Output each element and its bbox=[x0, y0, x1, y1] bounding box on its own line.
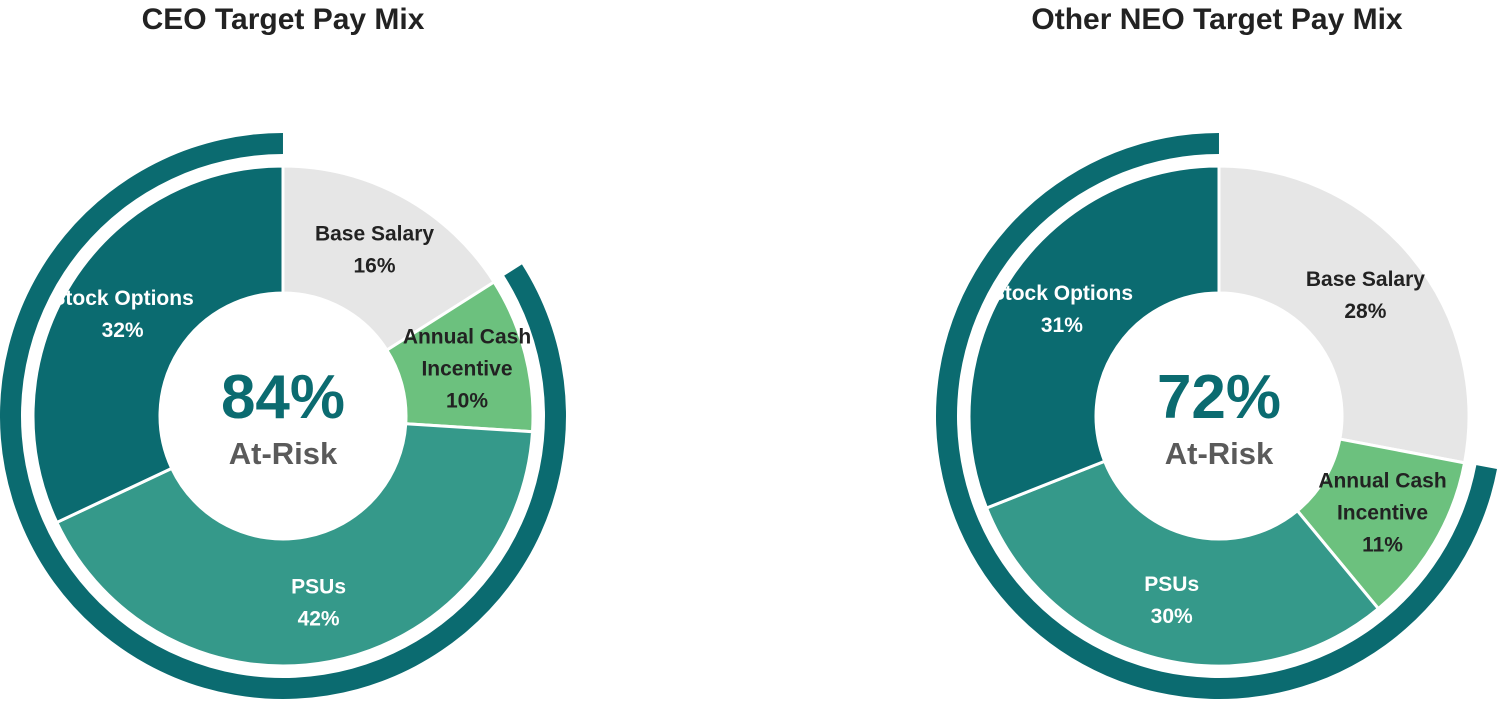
slice-label-base-salary: Base Salary bbox=[1306, 268, 1425, 291]
slice-value-psus: 30% bbox=[1151, 605, 1193, 628]
slice-value-psus: 42% bbox=[298, 608, 340, 631]
slice-stock-options bbox=[967, 164, 1221, 510]
slice-label-annual-cash-incentive: Incentive bbox=[1337, 502, 1428, 525]
slice-base-salary bbox=[281, 164, 497, 353]
slice-value-annual-cash-incentive: 11% bbox=[1362, 534, 1403, 557]
center-at-risk-value: 72% bbox=[1157, 363, 1281, 432]
slice-psus bbox=[54, 422, 535, 668]
slice-value-stock-options: 31% bbox=[1041, 314, 1083, 337]
neo-chart-title: Other NEO Target Pay Mix bbox=[1031, 3, 1403, 36]
slice-value-base-salary: 28% bbox=[1344, 300, 1386, 323]
slice-value-base-salary: 16% bbox=[353, 255, 395, 278]
slice-label-psus: PSUs bbox=[1144, 573, 1199, 596]
neo-pay-mix-donut: Base Salary 28% Annual Cash Incentive 11% PSU… bbox=[936, 133, 1497, 699]
slice-label-annual-cash-incentive: Annual Cash bbox=[403, 326, 531, 349]
center-at-risk-label: At-Risk bbox=[1165, 436, 1274, 471]
slice-label-annual-cash-incentive: Annual Cash bbox=[1318, 470, 1446, 493]
ceo-chart-title: CEO Target Pay Mix bbox=[141, 3, 425, 36]
slice-label-psus: PSUs bbox=[291, 576, 346, 599]
slice-value-annual-cash-incentive: 10% bbox=[446, 390, 488, 413]
ceo-pay-mix-donut: Base Salary 16% Annual Cash Incentive 10% PSU… bbox=[0, 133, 566, 699]
slice-base-salary bbox=[1217, 164, 1471, 465]
slice-label-stock-options: Stock Options bbox=[51, 287, 193, 310]
slice-label-base-salary: Base Salary bbox=[315, 223, 434, 246]
slice-value-stock-options: 32% bbox=[102, 319, 144, 342]
slice-psus bbox=[984, 459, 1381, 668]
center-at-risk-value: 84% bbox=[221, 363, 345, 432]
slice-label-annual-cash-incentive: Incentive bbox=[421, 358, 512, 381]
center-at-risk-label: At-Risk bbox=[229, 436, 338, 471]
slice-label-stock-options: Stock Options bbox=[991, 282, 1133, 305]
slice-stock-options bbox=[31, 164, 285, 525]
